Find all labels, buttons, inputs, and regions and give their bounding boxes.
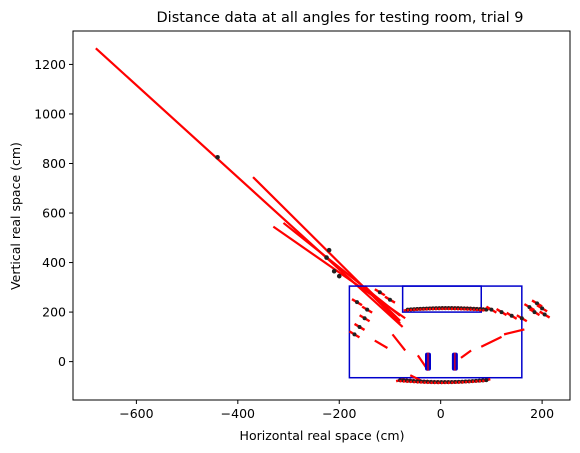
ray-line bbox=[252, 176, 401, 325]
scan-point bbox=[540, 306, 545, 311]
scan-point bbox=[352, 332, 357, 337]
scan-segment bbox=[409, 374, 421, 382]
x-axis: −600 −400 −200 0 200 bbox=[119, 400, 554, 421]
y-tick-label: 1000 bbox=[34, 106, 66, 121]
scan-point bbox=[357, 324, 362, 329]
y-axis-label: Vertical real space (cm) bbox=[8, 142, 23, 290]
scan-point bbox=[336, 273, 342, 279]
plot-area bbox=[95, 47, 551, 385]
boundary-box bbox=[401, 285, 482, 313]
scan-point bbox=[387, 297, 392, 302]
x-tick-label: −600 bbox=[119, 406, 153, 421]
scan-point bbox=[519, 316, 524, 321]
scan-point bbox=[542, 312, 547, 317]
y-tick-label: 1200 bbox=[34, 57, 66, 72]
x-axis-label: Horizontal real space (cm) bbox=[240, 428, 405, 443]
scan-segment bbox=[460, 349, 472, 359]
x-tick-label: −200 bbox=[322, 406, 356, 421]
chart-title: Distance data at all angles for testing … bbox=[157, 10, 524, 26]
x-tick-label: 0 bbox=[437, 406, 445, 421]
ray-line bbox=[282, 222, 401, 317]
scan-point bbox=[535, 301, 540, 306]
y-tick-label: 200 bbox=[42, 305, 66, 320]
axes-frame bbox=[72, 30, 571, 401]
scan-point bbox=[331, 268, 337, 274]
y-tick-label: 0 bbox=[58, 354, 66, 369]
ray-line bbox=[363, 285, 401, 322]
scan-point bbox=[355, 300, 359, 305]
scan-point bbox=[532, 310, 537, 315]
scan-point bbox=[362, 316, 367, 321]
scan-point bbox=[326, 247, 332, 253]
scan-point bbox=[484, 307, 489, 312]
scan-segment bbox=[374, 339, 388, 349]
scan-point bbox=[509, 313, 514, 318]
y-tick-label: 600 bbox=[42, 206, 66, 221]
scan-segment bbox=[503, 328, 525, 336]
scan-point bbox=[484, 378, 489, 383]
scan-segment bbox=[480, 335, 503, 348]
scan-point bbox=[377, 290, 382, 295]
scan-point bbox=[499, 310, 504, 315]
scan-segment bbox=[391, 333, 407, 352]
x-tick-label: −400 bbox=[221, 406, 255, 421]
y-tick-label: 400 bbox=[42, 255, 66, 270]
y-tick-label: 800 bbox=[42, 156, 66, 171]
scan-point bbox=[215, 155, 220, 160]
x-tick-label: 200 bbox=[530, 406, 554, 421]
scan-point bbox=[489, 307, 494, 312]
y-axis: 0 200 400 600 800 1000 1200 bbox=[34, 57, 73, 369]
scan-point bbox=[365, 307, 370, 312]
scan-point bbox=[324, 255, 329, 260]
scan-point bbox=[527, 305, 532, 310]
